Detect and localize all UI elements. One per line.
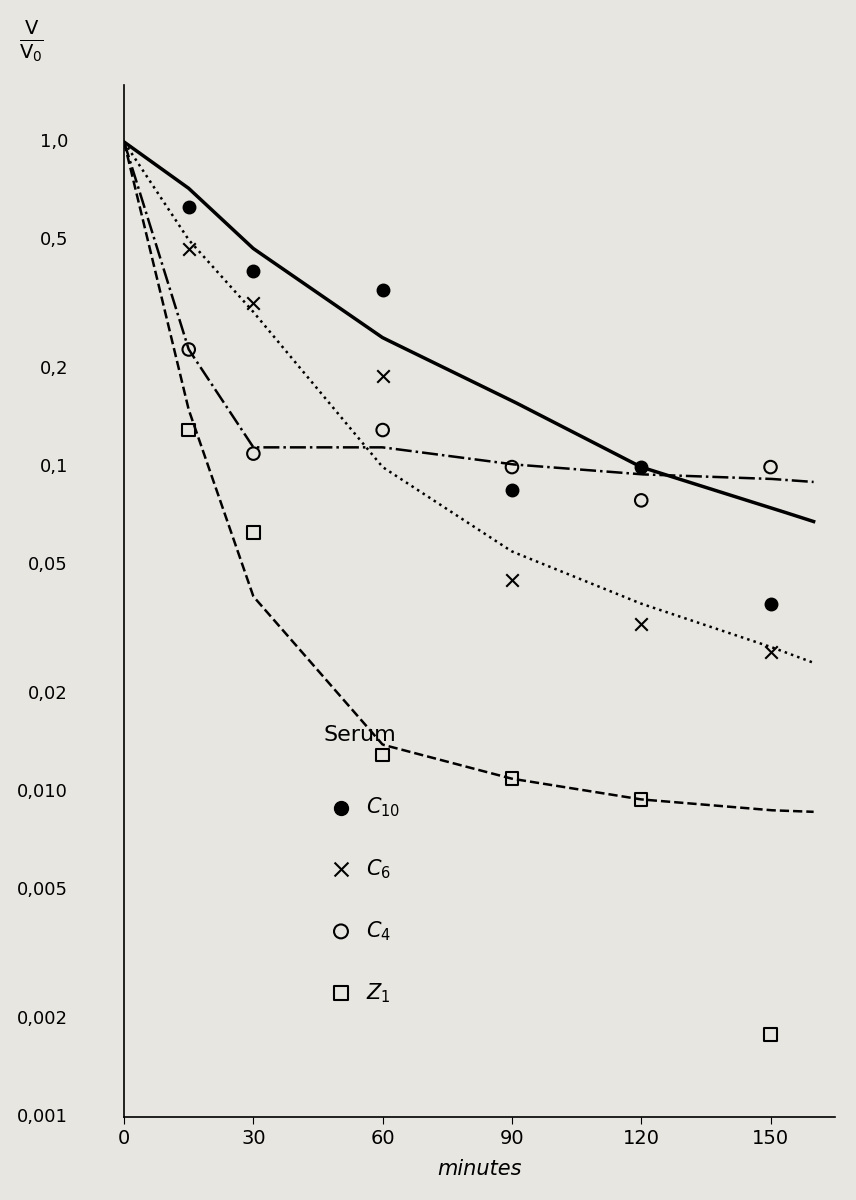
- Text: $C_{10}$: $C_{10}$: [366, 796, 400, 820]
- Point: [764, 642, 777, 661]
- Point: [634, 790, 648, 809]
- Point: [181, 239, 195, 258]
- Text: 0,1: 0,1: [39, 458, 68, 476]
- Point: [247, 262, 260, 281]
- Text: 0,001: 0,001: [17, 1109, 68, 1127]
- Point: [119, 374, 133, 394]
- Point: [505, 570, 519, 589]
- Point: [764, 457, 777, 476]
- Point: [764, 594, 777, 613]
- Text: 0,05: 0,05: [28, 556, 68, 574]
- Point: [505, 480, 519, 499]
- Point: [634, 457, 648, 476]
- Text: $\mathregular{\frac{V}{V_0}}$: $\mathregular{\frac{V}{V_0}}$: [20, 19, 44, 64]
- Point: [505, 457, 519, 476]
- Text: 0,010: 0,010: [17, 784, 68, 802]
- X-axis label: minutes: minutes: [437, 1159, 522, 1180]
- Point: [181, 198, 195, 217]
- Point: [376, 745, 389, 764]
- Text: $Z_1$: $Z_1$: [366, 982, 390, 1006]
- Point: [764, 1025, 777, 1044]
- Point: [247, 293, 260, 312]
- Text: 0,5: 0,5: [39, 230, 68, 248]
- Text: Serum: Serum: [324, 725, 396, 745]
- Point: [119, 334, 133, 353]
- Text: 1,0: 1,0: [39, 133, 68, 151]
- Text: 0,2: 0,2: [39, 360, 68, 378]
- Point: [505, 769, 519, 788]
- Point: [119, 432, 133, 451]
- Point: [634, 614, 648, 634]
- Text: $C_6$: $C_6$: [366, 858, 391, 881]
- Point: [247, 444, 260, 463]
- Point: [376, 420, 389, 439]
- Point: [247, 523, 260, 542]
- Point: [181, 340, 195, 359]
- Text: 0,005: 0,005: [17, 881, 68, 899]
- Point: [376, 367, 389, 386]
- Point: [119, 302, 133, 322]
- Point: [181, 420, 195, 439]
- Text: 0,002: 0,002: [17, 1010, 68, 1028]
- Text: $C_4$: $C_4$: [366, 919, 391, 943]
- Point: [376, 281, 389, 300]
- Text: 0,02: 0,02: [28, 685, 68, 703]
- Point: [634, 491, 648, 510]
